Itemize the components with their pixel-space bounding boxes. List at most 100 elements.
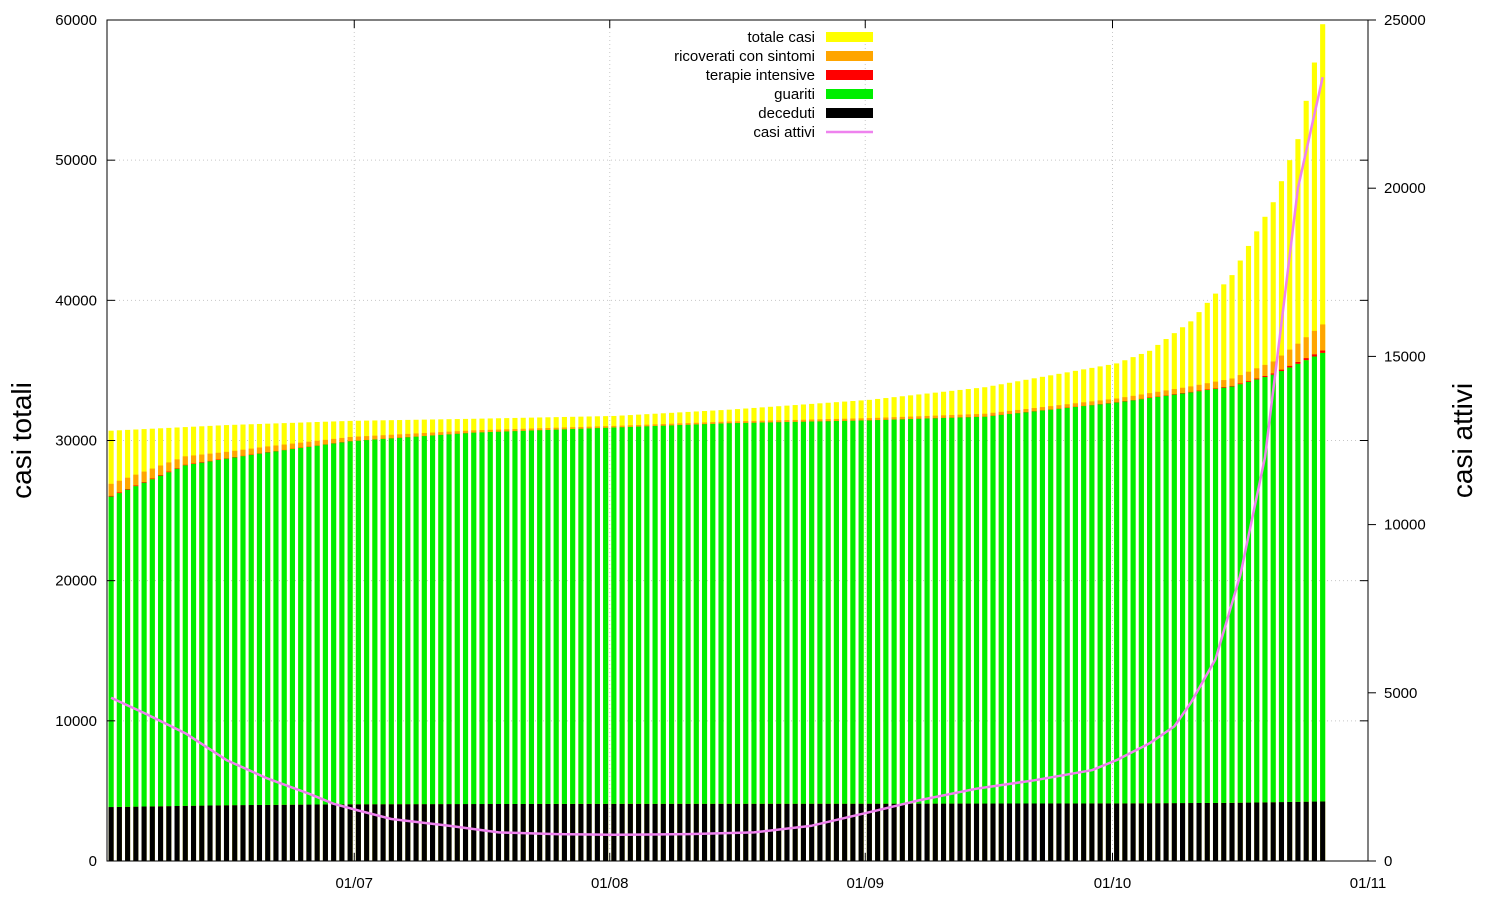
bar-ricoverati-con-sintomi (660, 424, 666, 426)
bar-guariti (454, 433, 460, 805)
bar-deceduti (116, 806, 122, 861)
bar-guariti (627, 426, 633, 804)
bar-deceduti (784, 803, 790, 861)
bar-ricoverati-con-sintomi (1171, 389, 1177, 395)
bar-ricoverati-con-sintomi (182, 456, 188, 465)
bar-guariti (1229, 386, 1235, 803)
bar-ricoverati-con-sintomi (710, 422, 716, 424)
bar-ricoverati-con-sintomi (125, 477, 131, 489)
bar-ricoverati-con-sintomi (512, 429, 518, 431)
bar-terapie-intensive (1311, 354, 1317, 357)
bar-ricoverati-con-sintomi (207, 453, 213, 461)
bar-ricoverati-con-sintomi (355, 436, 361, 441)
bar-ricoverati-con-sintomi (149, 468, 155, 479)
casi-attivi-line (110, 76, 1324, 837)
bar-guariti (949, 417, 955, 804)
bar-ricoverati-con-sintomi (1056, 405, 1062, 409)
bar-ricoverati-con-sintomi (1147, 393, 1153, 398)
x-tick-label: 01/09 (846, 875, 884, 892)
bar-deceduti (1048, 803, 1054, 861)
bar-guariti (767, 422, 774, 804)
bar-terapie-intensive (1254, 378, 1260, 380)
bar-ricoverati-con-sintomi (883, 417, 889, 420)
bar-ricoverati-con-sintomi (1155, 391, 1161, 397)
bar-guariti (281, 450, 287, 805)
bar-ricoverati-con-sintomi (1221, 380, 1227, 387)
bar-terapie-intensive (158, 475, 164, 476)
bar-guariti (1138, 399, 1144, 804)
bar-ricoverati-con-sintomi (759, 420, 765, 423)
y-left-tick-label: 0 (89, 853, 97, 870)
bar-guariti (1031, 411, 1037, 804)
bar-ricoverati-con-sintomi (133, 474, 139, 486)
bar-guariti (1311, 356, 1317, 802)
bar-ricoverati-con-sintomi (701, 422, 708, 424)
bar-guariti (265, 452, 271, 805)
bar-guariti (1122, 401, 1128, 804)
bar-guariti (256, 453, 263, 805)
bar-ricoverati-con-sintomi (545, 428, 551, 430)
bar-deceduti (141, 806, 147, 861)
bar-guariti (809, 421, 815, 804)
bar-deceduti (265, 804, 271, 861)
bar-deceduti (932, 803, 938, 861)
bar-deceduti (281, 804, 287, 861)
bar-deceduti (553, 803, 559, 861)
bar-deceduti (331, 804, 337, 861)
bar-guariti (1278, 371, 1285, 803)
bar-guariti (438, 434, 444, 805)
bar-guariti (512, 431, 518, 804)
bar-ricoverati-con-sintomi (289, 443, 295, 449)
bar-ricoverati-con-sintomi (223, 451, 230, 459)
bar-ricoverati-con-sintomi (1237, 375, 1243, 384)
bar-ricoverati-con-sintomi (528, 428, 535, 431)
bar-deceduti (1130, 803, 1136, 861)
bar-deceduti (413, 804, 419, 861)
bar-guariti (636, 426, 642, 804)
legend: totale casi ricoverati con sintomi terapie… (674, 29, 873, 141)
bar-guariti (611, 427, 617, 804)
bar-ricoverati-con-sintomi (281, 444, 287, 450)
bar-guariti (924, 418, 930, 804)
bar-deceduti (866, 803, 872, 861)
bar-ricoverati-con-sintomi (240, 449, 246, 456)
bar-guariti (1064, 407, 1070, 804)
bar-guariti (1163, 395, 1169, 804)
bar-deceduti (1188, 803, 1194, 861)
bar-guariti (784, 422, 790, 804)
casi-attivi-line-group (110, 76, 1324, 837)
bar-ricoverati-con-sintomi (1204, 383, 1210, 390)
bar-guariti (1295, 363, 1301, 802)
bar-deceduti (1254, 802, 1260, 861)
bar-ricoverati-con-sintomi (1081, 402, 1087, 406)
bar-ricoverati-con-sintomi (899, 416, 905, 420)
bar-terapie-intensive (1278, 369, 1285, 372)
bar-guariti (677, 425, 683, 804)
bar-ricoverati-con-sintomi (924, 415, 930, 419)
bar-terapie-intensive (174, 468, 180, 469)
bar-guariti (331, 443, 337, 805)
bar-ricoverati-con-sintomi (1048, 406, 1054, 410)
bar-ricoverati-con-sintomi (215, 452, 221, 460)
bar-ricoverati-con-sintomi (1262, 364, 1268, 376)
bar-deceduti (215, 805, 221, 861)
bar-terapie-intensive (1212, 388, 1219, 389)
bar-terapie-intensive (149, 478, 155, 480)
bar-guariti (982, 416, 988, 804)
bar-ricoverati-con-sintomi (504, 429, 510, 432)
bar-deceduti (273, 804, 279, 861)
bar-ricoverati-con-sintomi (1295, 343, 1301, 362)
bar-guariti (298, 447, 304, 805)
bar-guariti (158, 475, 164, 807)
bar-guariti (751, 422, 757, 804)
bar-deceduti (429, 804, 436, 861)
bar-guariti (1262, 377, 1268, 803)
y-left-tick-label: 50000 (55, 152, 97, 169)
bar-deceduti (339, 804, 345, 861)
bar-guariti (1196, 391, 1202, 803)
bar-deceduti (1229, 802, 1235, 861)
bar-deceduti (619, 803, 625, 861)
bar-deceduti (298, 804, 304, 861)
bar-ricoverati-con-sintomi (1072, 403, 1078, 407)
